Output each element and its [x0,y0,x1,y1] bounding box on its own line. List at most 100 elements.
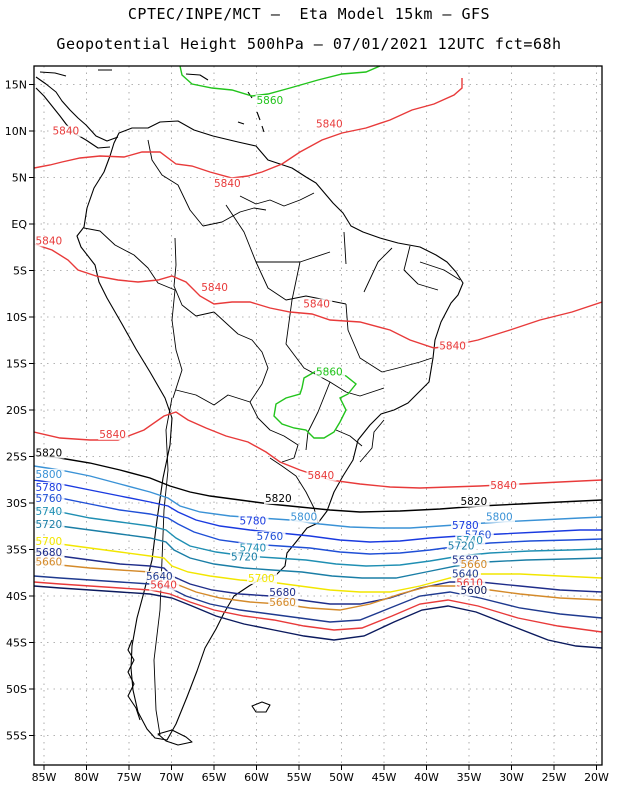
contour-label-bg [34,547,65,559]
contour-c5700 [34,539,602,593]
contour-label-bg [268,597,299,609]
contour-label-bg [34,535,65,547]
contour-label-bg [315,366,345,378]
contour-label-bg [315,118,345,130]
contour-label-bg [455,534,486,546]
graticule [34,66,602,765]
contour-label-bg [200,281,231,293]
map-title: CPTEC/INPE/MCT – Eta Model 15km – GFS [127,5,491,23]
contour-lines [34,66,602,649]
contour-label-bg [34,506,65,518]
contour-label: 5680 [36,547,63,559]
lat-tick-label: 25S [6,451,27,464]
lon-tick-label: 40W [414,771,439,784]
contour-label: 5840 [53,126,80,138]
map-subtitle: Geopotential Height 500hPa – 07/01/2021 … [56,35,562,53]
central-america-pacific-coast [35,87,111,149]
contour-label: 5780 [452,520,479,532]
contour-c5860b [273,369,357,439]
contour-label: 5600 [461,585,488,597]
contour-label: 5660 [36,556,63,568]
contour-label-bg [247,573,277,585]
border-colombia-peru-ecuador [83,227,176,291]
lat-tick-label: 45S [6,637,27,650]
contour-label: 5800 [291,512,318,524]
contour-label-bg [268,587,299,598]
coastlines [35,69,464,746]
contour-label-bg [34,519,65,531]
map-frame [33,65,603,766]
contour-label: 5760 [257,531,284,543]
lon-tick-label: 70W [159,771,184,784]
contour-label: 5640 [452,568,479,580]
contour-label: 5680 [269,587,296,599]
contour-label-bg [446,540,477,552]
axis-labels: 85W 80W 75W 70W 65W 60W 55W 50W 45W 40W 35W 30W 25W 2… [5,79,609,785]
contour-label-bg [34,235,65,247]
contour-label-bg [306,469,337,481]
contour-label: 5800 [36,469,63,481]
contour-label-bg [451,520,481,532]
contour-label: 5840 [308,470,335,482]
contour-label: 5840 [439,341,466,353]
contour-c5840b [34,243,602,349]
contour-label-bg [459,559,490,571]
lat-tick-label: EQ [11,218,27,231]
contour-label: 5840 [303,299,330,311]
contour-label: 5840 [99,429,126,441]
contour-label-bg [255,95,286,107]
lat-tick-label: 5N [12,172,27,185]
contour-label-bg [230,551,260,563]
lon-tick-label: 85W [32,771,57,784]
caribbean-islands [39,69,265,133]
lat-tick-label: 55S [6,730,27,743]
lat-tick-label: 15N [5,79,27,92]
contour-label: 5700 [248,573,275,585]
contour-label: 5780 [240,515,267,527]
contour-label-bg [485,511,515,523]
contour-label: 5720 [231,552,258,564]
contour-label-bg [302,298,333,310]
lon-tick-label: 35W [457,771,482,784]
central-america-coast [35,76,119,142]
brazil-states [225,204,461,463]
border-paraguay [249,401,299,463]
contour-label: 5840 [490,480,517,492]
contour-label-bg [34,556,65,568]
contour-label-bg [459,495,490,507]
border-peru-bolivia-chile [171,289,183,399]
lon-tick-label: 50W [329,771,354,784]
contour-label-bg [34,468,65,480]
lat-tick-label: 15S [6,358,27,371]
contour-label-bg [34,481,65,493]
lat-tick-label: 30S [6,497,27,510]
contour-label: 5720 [36,519,63,531]
contour-label: 5660 [269,597,296,609]
country-borders [83,139,461,736]
lat-tick-label: 40S [6,590,27,603]
contour-label-bg [51,125,82,137]
lat-tick-label: 35S [6,544,27,557]
contour-label: 5840 [316,118,343,130]
lon-tick-label: 20W [584,771,609,784]
border-argentina-brazil-uruguay [269,457,319,524]
lon-tick-label: 80W [74,771,99,784]
contour-label-bg [149,579,180,591]
contour-label: 5820 [36,448,63,460]
tierra-del-fuego [157,729,193,746]
contour-label: 5780 [36,482,63,494]
contour-c5840c [34,411,602,489]
contour-label: 5800 [486,512,513,524]
border-guyanas [239,192,315,207]
border-bolivia-paraguay-argentina [175,383,263,406]
contour-label-bg [289,511,320,523]
contour-label: 5860 [257,95,284,107]
border-peru-brazil [173,237,215,317]
contour-label-bg [34,447,65,459]
contour-label-bg [264,493,294,505]
contour-label-bg [213,177,243,189]
border-chile-argentina [153,397,173,736]
contour-c5640 [34,575,602,623]
falkland-islands [251,701,271,713]
